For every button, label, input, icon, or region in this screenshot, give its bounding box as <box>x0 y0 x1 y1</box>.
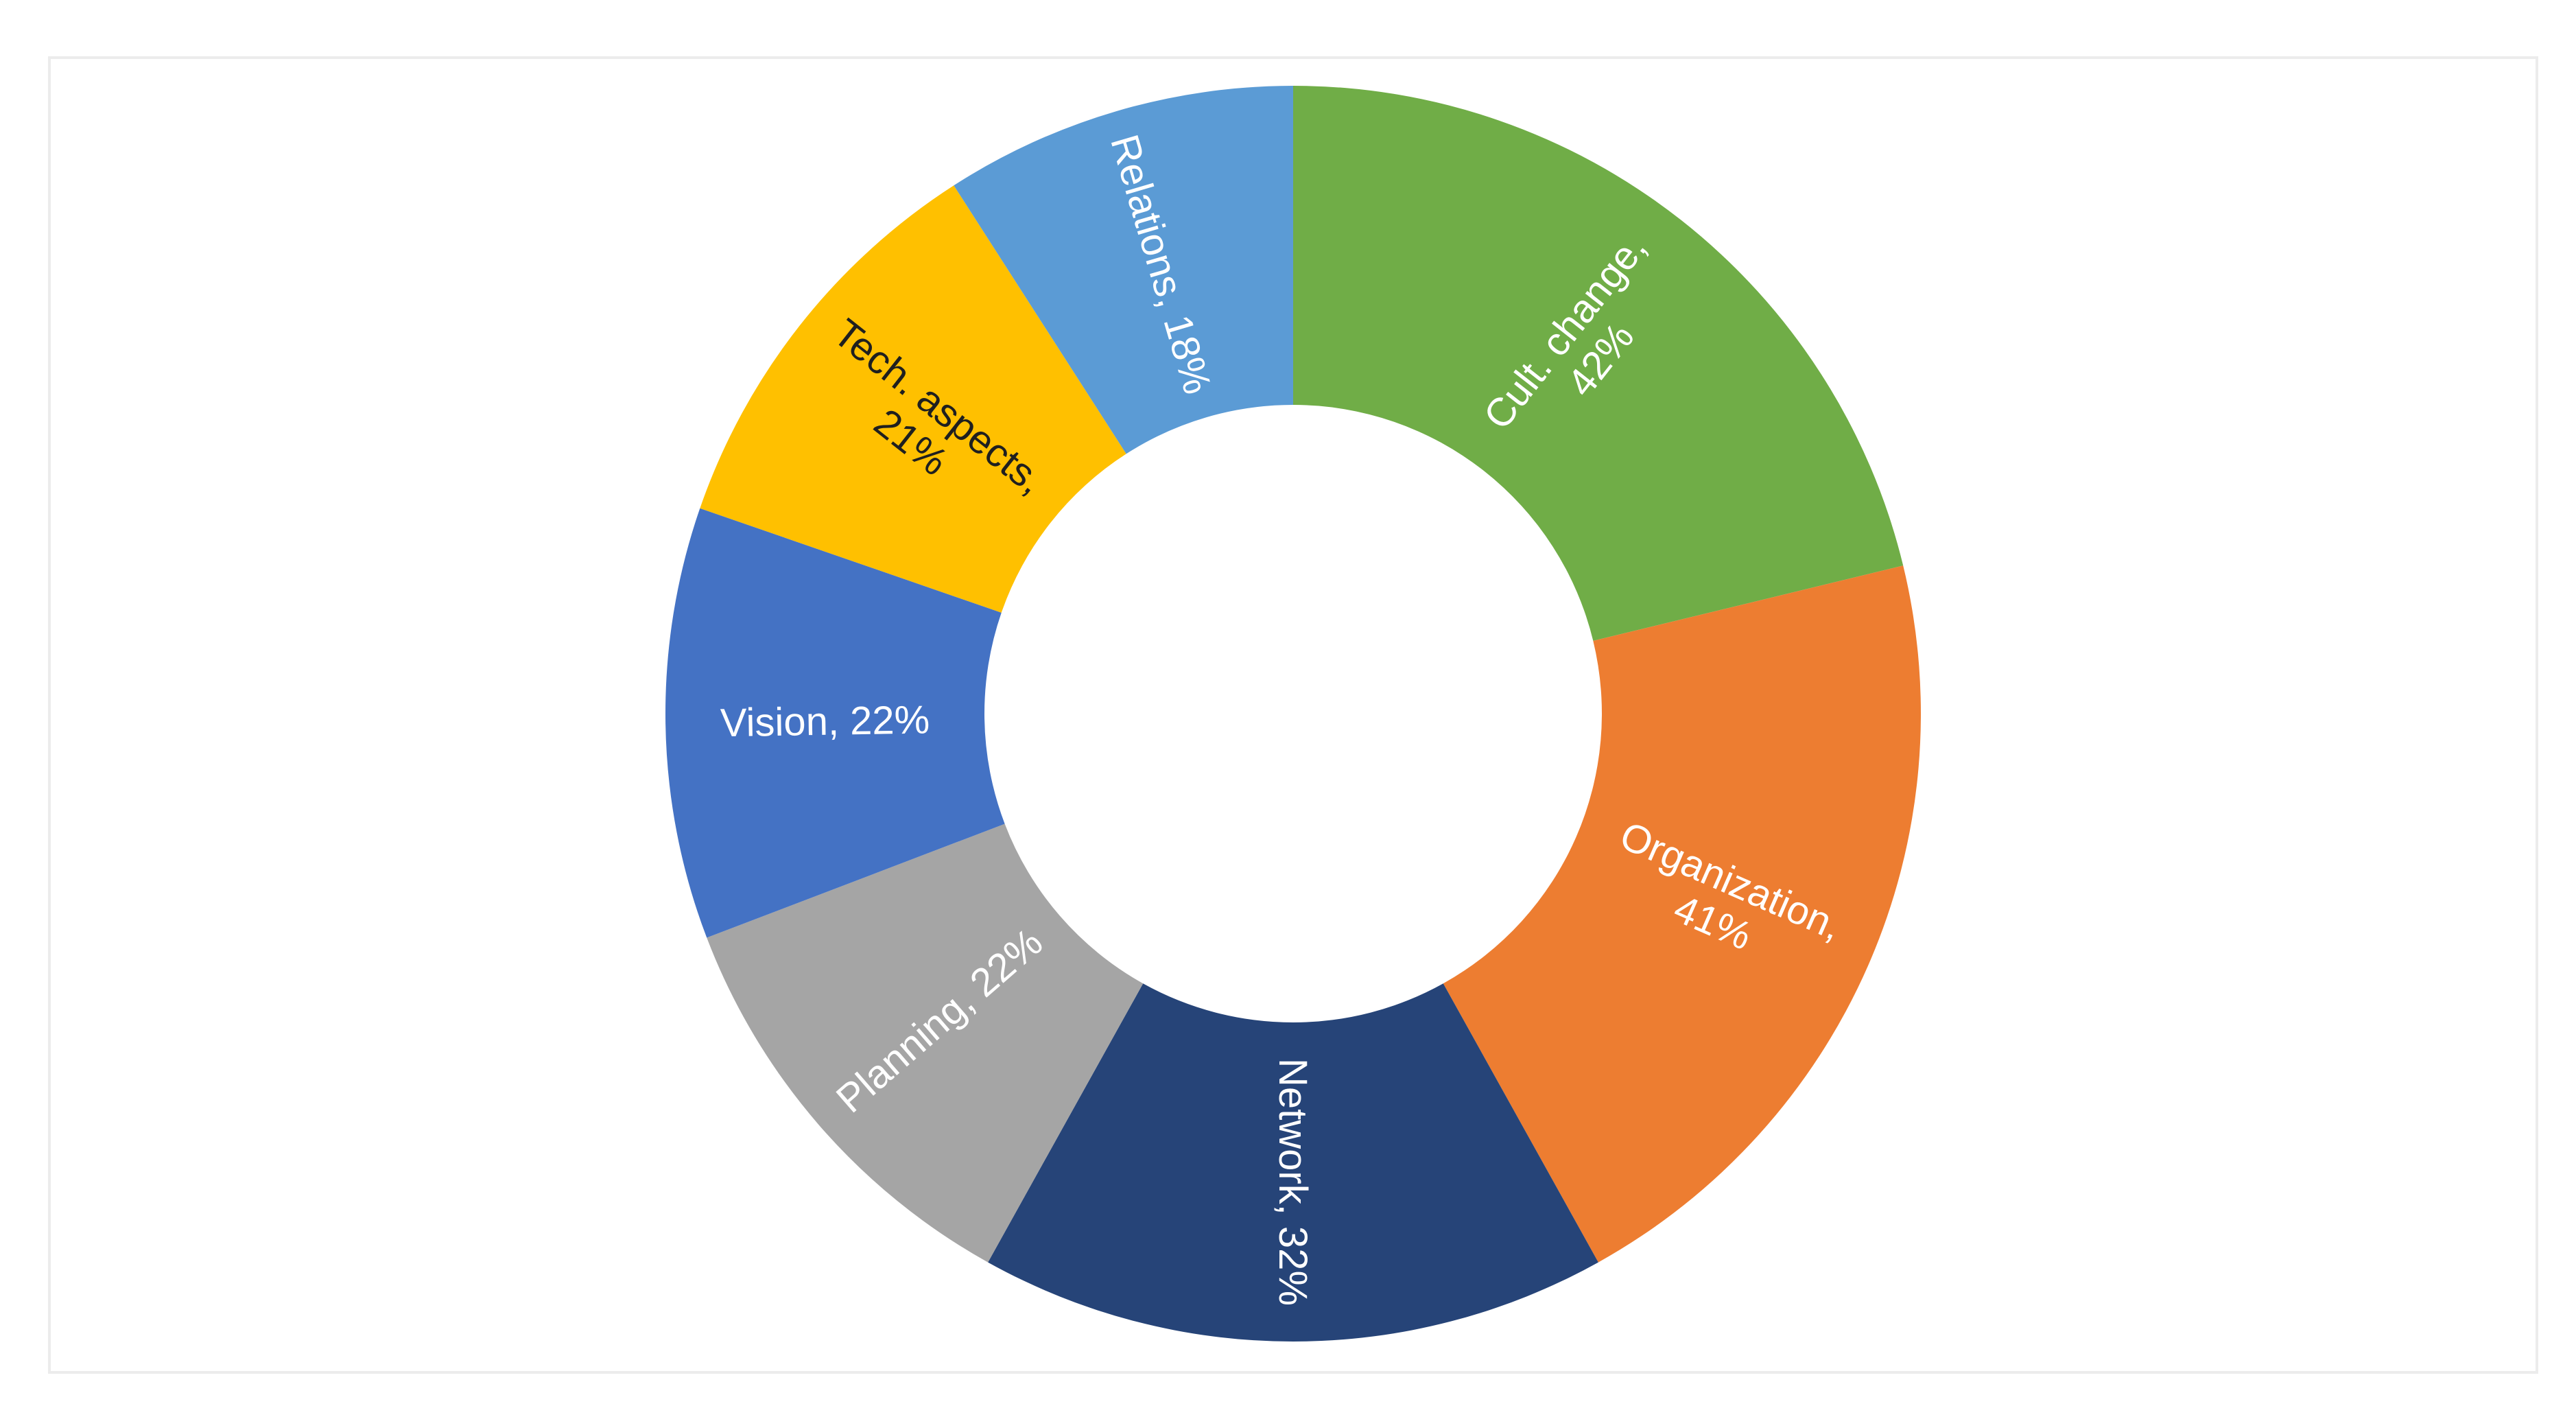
slice-label-vision-22: Vision, 22% <box>720 697 930 745</box>
slice-label-network-32: Network, 32% <box>1271 1058 1315 1306</box>
donut-slice-tech-aspects <box>700 185 1126 613</box>
donut-slice-cult-change <box>1293 86 1904 641</box>
donut-slice-vision-22 <box>665 508 1005 938</box>
donut-slice-network-32 <box>988 983 1598 1342</box>
donut-slice-planning-22 <box>707 823 1144 1263</box>
donut-slice-organization <box>1443 565 1921 1263</box>
donut-slices <box>665 86 1921 1342</box>
donut-slice-relations-18 <box>954 86 1293 454</box>
